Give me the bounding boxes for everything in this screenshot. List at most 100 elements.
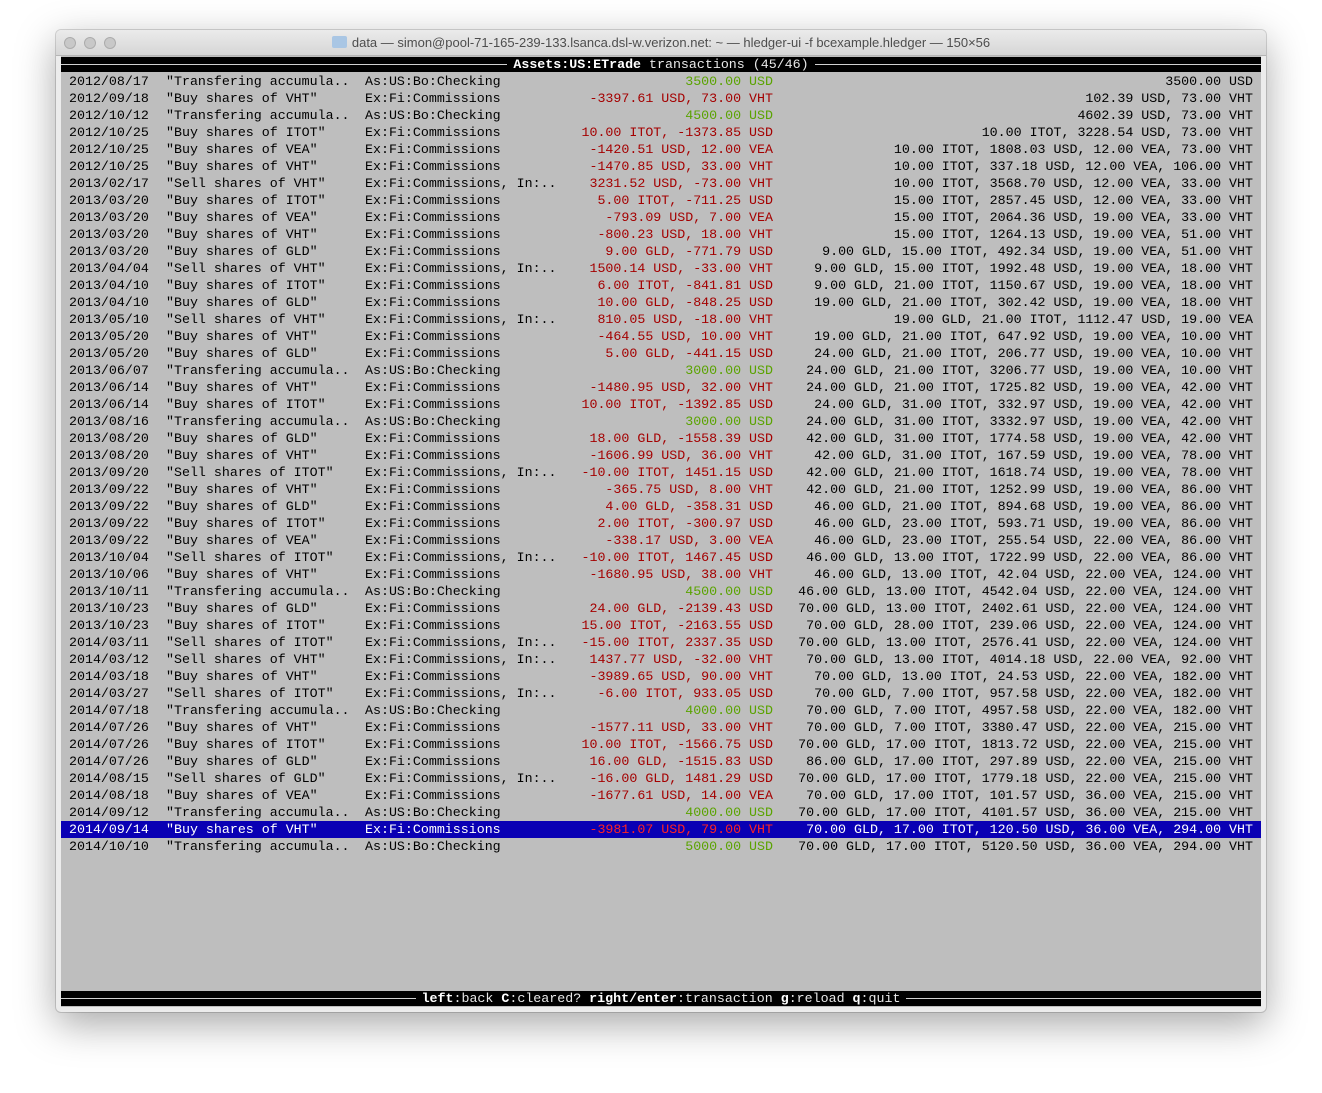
- transaction-row[interactable]: 2013/04/10 "Buy shares of GLD" Ex:Fi:Commi…: [61, 294, 1261, 311]
- balance: 4602.39 USD, 73.00 VHT: [1077, 108, 1253, 123]
- transaction-row[interactable]: 2014/07/26 "Buy shares of VHT" Ex:Fi:Commi…: [61, 719, 1261, 736]
- transaction-row[interactable]: 2013/09/22 "Buy shares of ITOT" Ex:Fi:Comm…: [61, 515, 1261, 532]
- transaction-row[interactable]: 2012/08/17 "Transfering accumula.. As:US:B…: [61, 73, 1261, 90]
- transaction-row[interactable]: 2014/03/12 "Sell shares of VHT" Ex:Fi:Comm…: [61, 651, 1261, 668]
- transaction-row[interactable]: 2013/02/17 "Sell shares of VHT" Ex:Fi:Comm…: [61, 175, 1261, 192]
- date: 2014/07/26: [69, 737, 149, 752]
- transaction-row[interactable]: 2013/08/16 "Transfering accumula.. As:US:B…: [61, 413, 1261, 430]
- transaction-row[interactable]: 2013/10/06 "Buy shares of VHT" Ex:Fi:Commi…: [61, 566, 1261, 583]
- other-accounts: Ex:Fi:Commissions: [365, 278, 501, 293]
- transaction-row[interactable]: 2012/10/25 "Buy shares of ITOT" Ex:Fi:Comm…: [61, 124, 1261, 141]
- description: "Transfering accumula..: [166, 363, 350, 378]
- amount: -3981.07 USD, 79.00 VHT: [589, 822, 773, 837]
- other-accounts: Ex:Fi:Commissions: [365, 720, 501, 735]
- description: "Buy shares of VHT": [166, 329, 318, 344]
- transaction-row[interactable]: 2014/07/26 "Buy shares of ITOT" Ex:Fi:Comm…: [61, 736, 1261, 753]
- transaction-row[interactable]: 2013/06/14 "Buy shares of VHT" Ex:Fi:Commi…: [61, 379, 1261, 396]
- other-accounts: Ex:Fi:Commissions: [365, 533, 501, 548]
- amount: 10.00 ITOT, -1392.85 USD: [581, 397, 773, 412]
- balance: 46.00 GLD, 13.00 ITOT, 1722.99 USD, 22.0…: [806, 550, 1253, 565]
- transaction-row[interactable]: 2013/05/20 "Buy shares of GLD" Ex:Fi:Commi…: [61, 345, 1261, 362]
- description: "Transfering accumula..: [166, 584, 350, 599]
- terminal[interactable]: Assets:US:ETrade transactions (45/46) 20…: [61, 56, 1261, 1007]
- balance: 10.00 ITOT, 3568.70 USD, 12.00 VEA, 33.0…: [893, 176, 1253, 191]
- date: 2013/04/10: [69, 295, 149, 310]
- other-accounts: Ex:Fi:Commissions, In:..: [365, 635, 557, 650]
- transaction-row[interactable]: 2012/09/18 "Buy shares of VHT" Ex:Fi:Commi…: [61, 90, 1261, 107]
- date: 2013/10/11: [69, 584, 149, 599]
- transaction-row[interactable]: 2013/04/10 "Buy shares of ITOT" Ex:Fi:Comm…: [61, 277, 1261, 294]
- amount: -6.00 ITOT, 933.05 USD: [597, 686, 773, 701]
- transaction-row[interactable]: 2012/10/25 "Buy shares of VEA" Ex:Fi:Commi…: [61, 141, 1261, 158]
- amount: 16.00 GLD, -1515.83 USD: [589, 754, 773, 769]
- transaction-row[interactable]: 2014/07/26 "Buy shares of GLD" Ex:Fi:Commi…: [61, 753, 1261, 770]
- transaction-row[interactable]: 2013/09/20 "Sell shares of ITOT" Ex:Fi:Com…: [61, 464, 1261, 481]
- other-accounts: Ex:Fi:Commissions: [365, 346, 501, 361]
- description: "Buy shares of VHT": [166, 159, 318, 174]
- transaction-row[interactable]: 2014/03/11 "Sell shares of ITOT" Ex:Fi:Com…: [61, 634, 1261, 651]
- transaction-row[interactable]: 2013/06/14 "Buy shares of ITOT" Ex:Fi:Comm…: [61, 396, 1261, 413]
- minimize-button[interactable]: [84, 37, 96, 49]
- description: "Buy shares of GLD": [166, 244, 318, 259]
- title-bar[interactable]: data — simon@pool-71-165-239-133.lsanca.…: [56, 30, 1266, 56]
- description: "Sell shares of ITOT": [166, 635, 334, 650]
- description: "Buy shares of ITOT": [166, 125, 326, 140]
- other-accounts: As:US:Bo:Checking: [365, 839, 501, 854]
- transaction-row[interactable]: 2013/03/20 "Buy shares of GLD" Ex:Fi:Commi…: [61, 243, 1261, 260]
- transaction-row[interactable]: 2013/03/20 "Buy shares of ITOT" Ex:Fi:Comm…: [61, 192, 1261, 209]
- transaction-row[interactable]: 2014/03/18 "Buy shares of VHT" Ex:Fi:Commi…: [61, 668, 1261, 685]
- description: "Buy shares of ITOT": [166, 737, 326, 752]
- balance: 9.00 GLD, 15.00 ITOT, 492.34 USD, 19.00 …: [822, 244, 1253, 259]
- selected-transaction-row[interactable]: 2014/09/14 "Buy shares of VHT" Ex:Fi:Commi…: [61, 821, 1261, 838]
- description: "Buy shares of GLD": [166, 431, 318, 446]
- amount: 24.00 GLD, -2139.43 USD: [589, 601, 773, 616]
- transaction-row[interactable]: 2014/07/18 "Transfering accumula.. As:US:B…: [61, 702, 1261, 719]
- transaction-row[interactable]: 2014/08/18 "Buy shares of VEA" Ex:Fi:Commi…: [61, 787, 1261, 804]
- transaction-row[interactable]: 2013/10/11 "Transfering accumula.. As:US:B…: [61, 583, 1261, 600]
- transaction-row[interactable]: 2013/03/20 "Buy shares of VHT" Ex:Fi:Commi…: [61, 226, 1261, 243]
- transaction-row[interactable]: 2012/10/25 "Buy shares of VHT" Ex:Fi:Commi…: [61, 158, 1261, 175]
- transaction-row[interactable]: 2013/03/20 "Buy shares of VEA" Ex:Fi:Commi…: [61, 209, 1261, 226]
- other-accounts: Ex:Fi:Commissions, In:..: [365, 312, 557, 327]
- transaction-row[interactable]: 2014/08/15 "Sell shares of GLD" Ex:Fi:Comm…: [61, 770, 1261, 787]
- transaction-row[interactable]: 2013/06/07 "Transfering accumula.. As:US:B…: [61, 362, 1261, 379]
- other-accounts: As:US:Bo:Checking: [365, 108, 501, 123]
- transaction-row[interactable]: 2014/03/27 "Sell shares of ITOT" Ex:Fi:Com…: [61, 685, 1261, 702]
- window-title: data — simon@pool-71-165-239-133.lsanca.…: [56, 35, 1266, 50]
- other-accounts: Ex:Fi:Commissions: [365, 601, 501, 616]
- description: "Sell shares of ITOT": [166, 550, 334, 565]
- key-separator: :: [509, 991, 518, 1006]
- transaction-row[interactable]: 2013/05/20 "Buy shares of VHT" Ex:Fi:Commi…: [61, 328, 1261, 345]
- balance: 10.00 ITOT, 337.18 USD, 12.00 VEA, 106.0…: [893, 159, 1253, 174]
- transaction-row[interactable]: 2013/10/04 "Sell shares of ITOT" Ex:Fi:Com…: [61, 549, 1261, 566]
- header-bar: Assets:US:ETrade transactions (45/46): [61, 57, 1261, 72]
- other-accounts: Ex:Fi:Commissions: [365, 431, 501, 446]
- other-accounts: Ex:Fi:Commissions, In:..: [365, 550, 557, 565]
- account-name: Assets:US:ETrade: [513, 57, 642, 72]
- close-button[interactable]: [64, 37, 76, 49]
- transaction-row[interactable]: 2012/10/12 "Transfering accumula.. As:US:B…: [61, 107, 1261, 124]
- transaction-row[interactable]: 2013/10/23 "Buy shares of ITOT" Ex:Fi:Comm…: [61, 617, 1261, 634]
- transaction-row[interactable]: 2013/09/22 "Buy shares of VHT" Ex:Fi:Commi…: [61, 481, 1261, 498]
- transaction-row[interactable]: 2013/09/22 "Buy shares of GLD" Ex:Fi:Commi…: [61, 498, 1261, 515]
- transaction-row[interactable]: 2014/09/12 "Transfering accumula.. As:US:B…: [61, 804, 1261, 821]
- key-hint-back: left:back: [422, 991, 494, 1006]
- transaction-row[interactable]: 2013/09/22 "Buy shares of VEA" Ex:Fi:Commi…: [61, 532, 1261, 549]
- transaction-row[interactable]: 2013/04/04 "Sell shares of VHT" Ex:Fi:Comm…: [61, 260, 1261, 277]
- balance: 24.00 GLD, 21.00 ITOT, 1725.82 USD, 19.0…: [806, 380, 1253, 395]
- key-name: q: [852, 991, 861, 1006]
- transaction-row[interactable]: 2013/08/20 "Buy shares of VHT" Ex:Fi:Commi…: [61, 447, 1261, 464]
- date: 2014/03/11: [69, 635, 149, 650]
- key-action: cleared?: [517, 991, 582, 1006]
- amount: 1437.77 USD, -32.00 VHT: [589, 652, 773, 667]
- description: "Buy shares of ITOT": [166, 278, 326, 293]
- balance: 86.00 GLD, 17.00 ITOT, 297.89 USD, 22.00…: [806, 754, 1253, 769]
- amount: 1500.14 USD, -33.00 VHT: [589, 261, 773, 276]
- transaction-row[interactable]: 2013/05/10 "Sell shares of VHT" Ex:Fi:Comm…: [61, 311, 1261, 328]
- balance: 24.00 GLD, 31.00 ITOT, 332.97 USD, 19.00…: [814, 397, 1253, 412]
- transaction-row[interactable]: 2014/10/10 "Transfering accumula.. As:US:B…: [61, 838, 1261, 855]
- zoom-button[interactable]: [104, 37, 116, 49]
- transaction-row[interactable]: 2013/08/20 "Buy shares of GLD" Ex:Fi:Commi…: [61, 430, 1261, 447]
- transaction-row[interactable]: 2013/10/23 "Buy shares of GLD" Ex:Fi:Commi…: [61, 600, 1261, 617]
- date: 2014/03/27: [69, 686, 149, 701]
